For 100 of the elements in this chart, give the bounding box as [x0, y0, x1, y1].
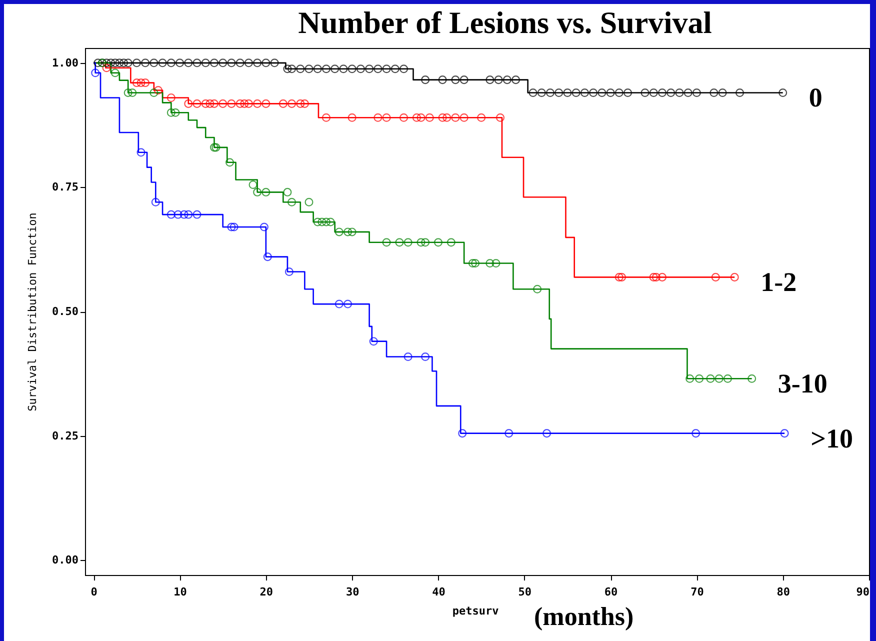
point: [225, 158, 234, 167]
y-tick-label: 0.75: [52, 180, 78, 194]
point: [446, 238, 456, 247]
point: [486, 259, 494, 268]
point: [460, 113, 468, 122]
point: [442, 113, 452, 122]
point: [201, 99, 210, 108]
point: [253, 99, 262, 108]
series-label: 0: [808, 82, 822, 113]
point: [136, 148, 146, 157]
point: [263, 252, 272, 262]
point: [425, 113, 434, 122]
point: [695, 374, 704, 383]
y-tick-label: 0.50: [52, 305, 78, 318]
point: [492, 259, 500, 268]
point: [184, 99, 193, 108]
point: [369, 337, 378, 346]
point: [326, 218, 335, 226]
point: [711, 272, 720, 282]
point: [262, 99, 270, 108]
x-axis-title: petsurv: [452, 604, 500, 618]
point: [166, 210, 176, 219]
point: [262, 188, 270, 196]
point: [288, 198, 296, 206]
chart-title: Number of Lesions vs. Survival: [298, 5, 712, 40]
point: [730, 272, 739, 282]
point: [617, 272, 626, 282]
x-tick-label: 70: [690, 586, 704, 598]
x-tick-label: 60: [604, 586, 618, 598]
point: [300, 99, 309, 108]
point: [318, 218, 326, 226]
x-tick-label: 90: [856, 586, 870, 598]
point: [313, 218, 322, 226]
point: [248, 180, 258, 189]
point: [154, 86, 162, 95]
point: [253, 188, 262, 196]
point: [658, 272, 666, 282]
point: [334, 300, 344, 308]
point: [296, 99, 305, 108]
point: [260, 222, 268, 232]
point: [344, 300, 352, 308]
x-tick-label: 80: [776, 586, 790, 598]
point: [421, 238, 430, 247]
point: [110, 68, 120, 78]
point: [348, 113, 356, 122]
point: [382, 238, 391, 247]
point: [218, 99, 228, 108]
y-tick-label: 0.00: [52, 554, 78, 567]
point: [714, 374, 724, 383]
x-tick-label: 40: [432, 586, 446, 598]
point: [278, 99, 288, 108]
point: [451, 113, 460, 122]
point: [283, 188, 292, 196]
point: [136, 78, 146, 88]
series-label: 1-2: [760, 267, 797, 298]
point: [533, 284, 542, 294]
point: [322, 113, 330, 122]
point: [171, 108, 180, 117]
point: [174, 210, 182, 219]
point: [416, 113, 426, 122]
point: [496, 113, 505, 122]
point: [404, 352, 412, 361]
point: [395, 238, 404, 247]
point: [723, 374, 732, 383]
point: [184, 210, 193, 219]
y-axis-title: Survival Distribution Function: [26, 212, 40, 412]
point: [692, 429, 700, 438]
point: [374, 113, 382, 122]
point: [468, 259, 477, 268]
point: [434, 238, 442, 247]
y-tick-label: 1.00: [52, 56, 78, 70]
text: (months): [534, 602, 634, 632]
point: [404, 238, 412, 247]
point: [304, 198, 314, 206]
series-label: >10: [810, 423, 853, 454]
point: [748, 374, 756, 383]
point: [192, 210, 202, 219]
y-tick-label: 0.25: [52, 429, 78, 442]
point: [150, 88, 158, 97]
point: [471, 259, 480, 268]
point: [400, 113, 408, 122]
point: [412, 113, 421, 122]
x-tick-label: 20: [260, 586, 274, 598]
point: [284, 267, 294, 276]
point: [244, 99, 253, 108]
point: [686, 374, 694, 383]
point: [780, 429, 789, 438]
point: [344, 228, 352, 236]
point: [180, 210, 188, 219]
point: [227, 99, 236, 108]
point: [458, 429, 467, 438]
point: [210, 99, 218, 108]
point: [151, 198, 160, 206]
point: [192, 99, 202, 108]
x-tick-label: 0: [90, 586, 98, 598]
point: [124, 88, 132, 97]
point: [348, 228, 356, 236]
point: [438, 113, 447, 122]
point: [132, 78, 141, 88]
point: [421, 352, 430, 361]
